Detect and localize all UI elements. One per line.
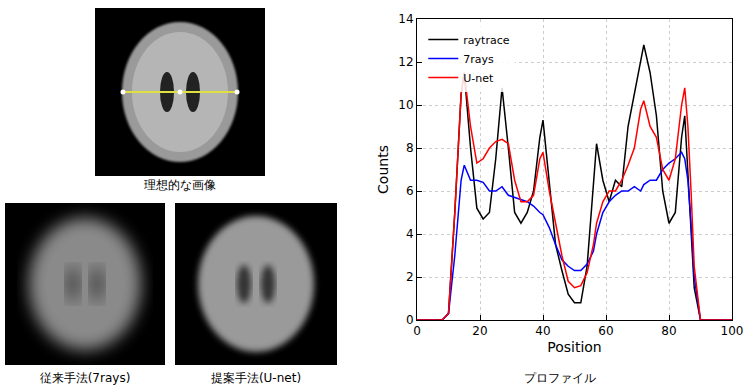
- svg-text:Position: Position: [547, 339, 602, 355]
- svg-text:6: 6: [406, 184, 414, 198]
- svg-text:20: 20: [472, 324, 487, 338]
- svg-text:8: 8: [406, 141, 414, 155]
- html-text:プロファイル: プロファイル: [524, 371, 596, 385]
- svg-text:40: 40: [535, 324, 550, 338]
- svg-text:2: 2: [406, 270, 414, 284]
- svg-text:0: 0: [406, 313, 414, 327]
- svg-text:14: 14: [398, 12, 413, 26]
- svg-text:0: 0: [413, 324, 421, 338]
- svg-text:100: 100: [721, 324, 744, 338]
- html-text:従来手法(7rays): 従来手法(7rays): [39, 371, 131, 385]
- svg-text:7rays: 7rays: [463, 53, 494, 66]
- svg-text:12: 12: [398, 55, 413, 69]
- svg-text:10: 10: [398, 98, 413, 112]
- html-text:理想的な画像: 理想的な画像: [144, 178, 216, 192]
- svg-text:80: 80: [661, 324, 676, 338]
- svg-text:60: 60: [598, 324, 613, 338]
- svg-text:U-net: U-net: [463, 72, 494, 85]
- html-text:提案手法(U-net): 提案手法(U-net): [210, 371, 302, 385]
- svg-text:4: 4: [406, 227, 414, 241]
- svg-text:raytrace: raytrace: [463, 34, 509, 47]
- svg-text:Counts: Counts: [375, 145, 391, 194]
